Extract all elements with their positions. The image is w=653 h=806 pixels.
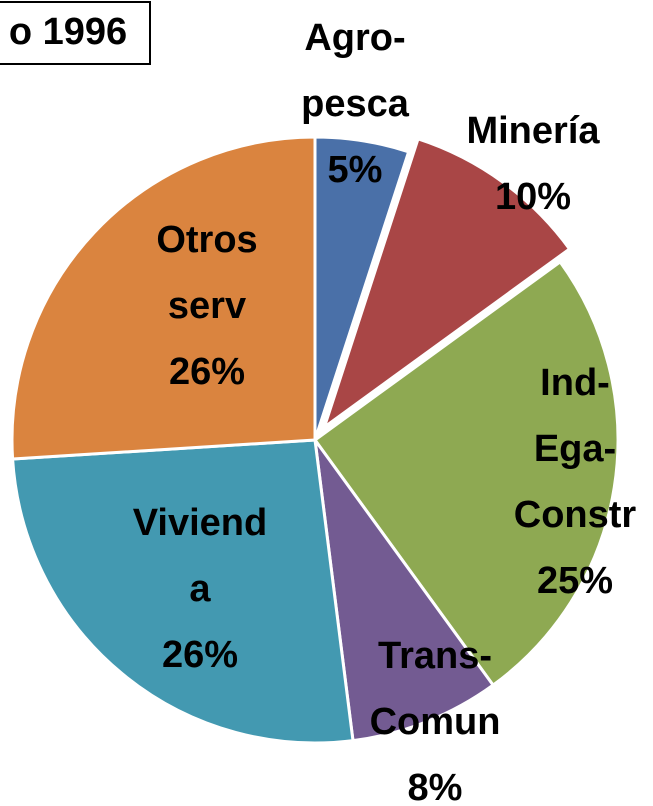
value-label: 26%	[169, 351, 245, 393]
slice-label: Agro-pesca	[301, 17, 410, 125]
slice-label: Ind-Ega-Constr	[514, 362, 637, 536]
value-label: 25%	[537, 560, 613, 602]
value-label: 26%	[162, 634, 238, 676]
slice-label: Viviend a	[133, 502, 267, 610]
pie-slice	[11, 438, 355, 745]
title-box	[0, 1, 151, 65]
chart-title: o 1996	[9, 11, 127, 53]
slice-label: Otros serv	[156, 219, 257, 327]
value-label: 8%	[408, 767, 463, 806]
pie-slice	[10, 135, 317, 461]
slice-label: Minería	[466, 110, 600, 152]
value-label: 5%	[328, 149, 383, 191]
pie-slice	[321, 136, 572, 431]
slices	[10, 135, 620, 745]
pie-slice	[313, 439, 496, 743]
pie-slice	[312, 259, 620, 688]
value-label: 10%	[495, 176, 571, 218]
slice-label: Trans-Comun	[370, 635, 501, 743]
